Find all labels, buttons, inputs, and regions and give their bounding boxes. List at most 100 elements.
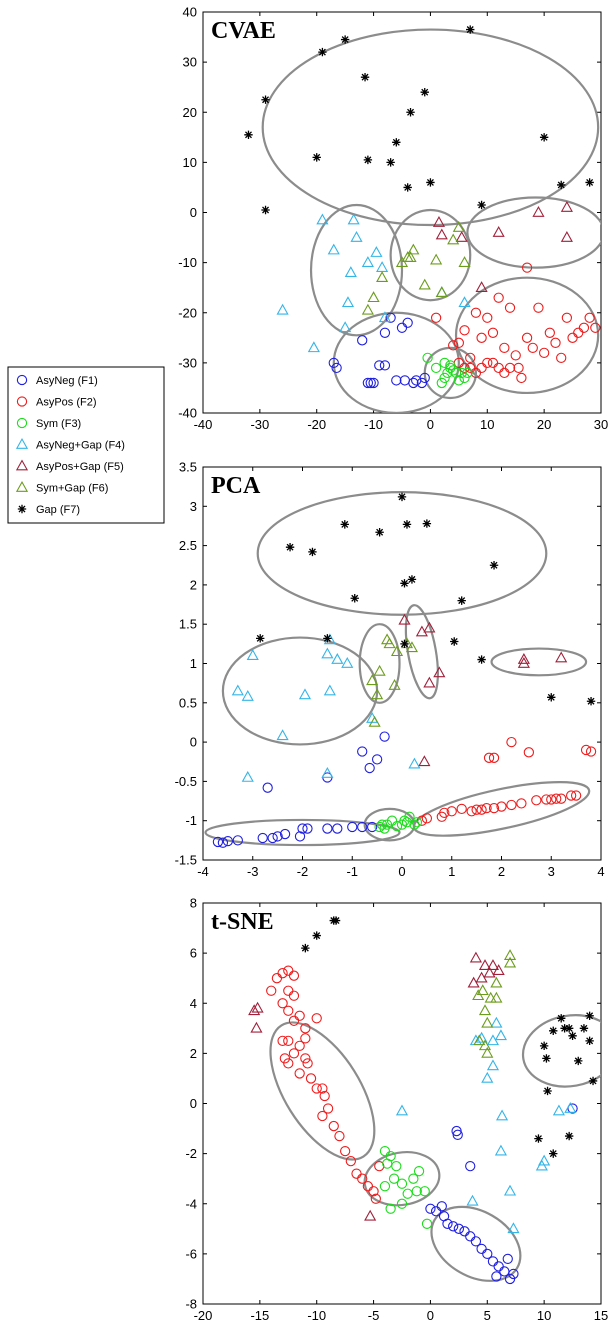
point-f1 bbox=[567, 1103, 578, 1114]
point-f7 bbox=[564, 1131, 574, 1141]
point-f2 bbox=[504, 362, 516, 374]
point-f2 bbox=[311, 1083, 322, 1094]
point-f6 bbox=[407, 243, 420, 255]
point-f2 bbox=[483, 752, 495, 763]
point-f7 bbox=[560, 1024, 569, 1033]
point-f4 bbox=[395, 1104, 409, 1116]
point-f3 bbox=[401, 817, 413, 828]
point-f1 bbox=[408, 377, 419, 389]
point-f1 bbox=[212, 836, 224, 848]
point-f7 bbox=[542, 1054, 551, 1063]
y-tick-label: 0 bbox=[190, 735, 197, 750]
point-f4 bbox=[481, 1071, 494, 1083]
y-tick-label: -10 bbox=[178, 255, 197, 270]
point-f6 bbox=[390, 645, 404, 657]
point-f3 bbox=[436, 377, 447, 389]
point-f6 bbox=[418, 278, 431, 290]
point-f1 bbox=[442, 1218, 453, 1229]
point-f2 bbox=[488, 752, 500, 763]
x-tick-label: 1 bbox=[448, 864, 455, 879]
cluster-ellipse bbox=[221, 636, 379, 746]
legend-label-f7: Gap (F7) bbox=[36, 504, 80, 516]
point-f1 bbox=[365, 377, 376, 389]
point-f5 bbox=[455, 231, 468, 242]
point-f7 bbox=[403, 183, 412, 192]
point-f1 bbox=[302, 823, 313, 834]
point-f7 bbox=[308, 547, 317, 557]
panel-pca: -4 -3 -2 -1 0 1 2 3 4 -1.5 -1 -0.5 0 0.5 1 1.5 2 2.5 3 3.5 P… bbox=[175, 460, 605, 880]
point-f7 bbox=[244, 130, 253, 140]
point-f2 bbox=[439, 807, 450, 818]
point-f6 bbox=[481, 1016, 494, 1028]
point-f2 bbox=[471, 804, 482, 815]
point-f1 bbox=[328, 357, 339, 369]
point-f1 bbox=[217, 837, 229, 848]
point-f5 bbox=[475, 971, 488, 983]
panel-title: t-SNE bbox=[211, 909, 274, 935]
cluster-ellipse bbox=[430, 1205, 522, 1282]
point-f2 bbox=[551, 793, 562, 804]
point-f1 bbox=[297, 823, 308, 834]
plot-area bbox=[204, 491, 597, 848]
point-f3 bbox=[453, 375, 465, 386]
point-f4 bbox=[494, 1144, 507, 1156]
point-f4 bbox=[298, 688, 312, 700]
point-f2 bbox=[521, 332, 533, 343]
point-f2 bbox=[465, 352, 476, 364]
x-tick-label: -4 bbox=[197, 864, 209, 879]
point-f4 bbox=[347, 213, 360, 225]
point-f7 bbox=[586, 697, 596, 706]
point-f2 bbox=[488, 802, 500, 814]
point-f7 bbox=[350, 594, 359, 603]
cluster-ellipse bbox=[332, 311, 460, 413]
point-f7 bbox=[340, 35, 350, 44]
point-f6 bbox=[435, 286, 448, 298]
point-f5 bbox=[478, 959, 492, 970]
x-tick-label: -10 bbox=[307, 1308, 326, 1323]
point-f7 bbox=[386, 158, 395, 167]
point-f3 bbox=[411, 1186, 422, 1197]
point-f7 bbox=[312, 931, 321, 940]
point-f4 bbox=[503, 1184, 517, 1196]
point-f5 bbox=[364, 1209, 377, 1221]
y-tick-label: 20 bbox=[183, 105, 197, 120]
point-f2 bbox=[305, 1073, 317, 1084]
point-f4 bbox=[231, 684, 244, 696]
point-f2 bbox=[590, 322, 601, 333]
point-f4 bbox=[496, 1109, 509, 1121]
point-f7 bbox=[489, 561, 499, 570]
point-f6 bbox=[481, 1046, 494, 1058]
point-f1 bbox=[502, 1253, 513, 1265]
point-f5 bbox=[492, 964, 505, 975]
point-f6 bbox=[476, 984, 489, 996]
point-f2 bbox=[294, 1068, 305, 1079]
point-f5 bbox=[469, 951, 482, 963]
point-f2 bbox=[459, 325, 470, 336]
point-f2 bbox=[322, 1103, 334, 1114]
point-f1 bbox=[436, 1201, 447, 1212]
point-f1 bbox=[357, 821, 368, 833]
point-f6 bbox=[388, 678, 401, 690]
x-tick-label: -40 bbox=[194, 417, 213, 432]
y-tick-label: 3.5 bbox=[179, 460, 197, 475]
point-f6 bbox=[430, 253, 443, 265]
point-f2 bbox=[430, 312, 442, 323]
point-f7 bbox=[477, 655, 486, 664]
point-f4 bbox=[475, 1031, 488, 1043]
y-tick-label: 0 bbox=[190, 205, 197, 220]
point-f3 bbox=[391, 1161, 402, 1172]
point-f3 bbox=[450, 367, 462, 379]
point-f6 bbox=[490, 976, 503, 988]
point-f2 bbox=[513, 362, 524, 374]
point-f4 bbox=[486, 1059, 500, 1071]
point-f4 bbox=[552, 1104, 565, 1116]
point-f1 bbox=[357, 746, 368, 757]
point-f2 bbox=[570, 790, 582, 801]
point-f3 bbox=[430, 362, 442, 374]
axes-box bbox=[202, 11, 602, 414]
cluster-ellipse bbox=[466, 196, 601, 269]
x-tick-label: -10 bbox=[364, 417, 383, 432]
point-f3 bbox=[396, 1198, 408, 1209]
point-f4 bbox=[458, 296, 471, 308]
y-tick-label: -4 bbox=[185, 1196, 197, 1211]
